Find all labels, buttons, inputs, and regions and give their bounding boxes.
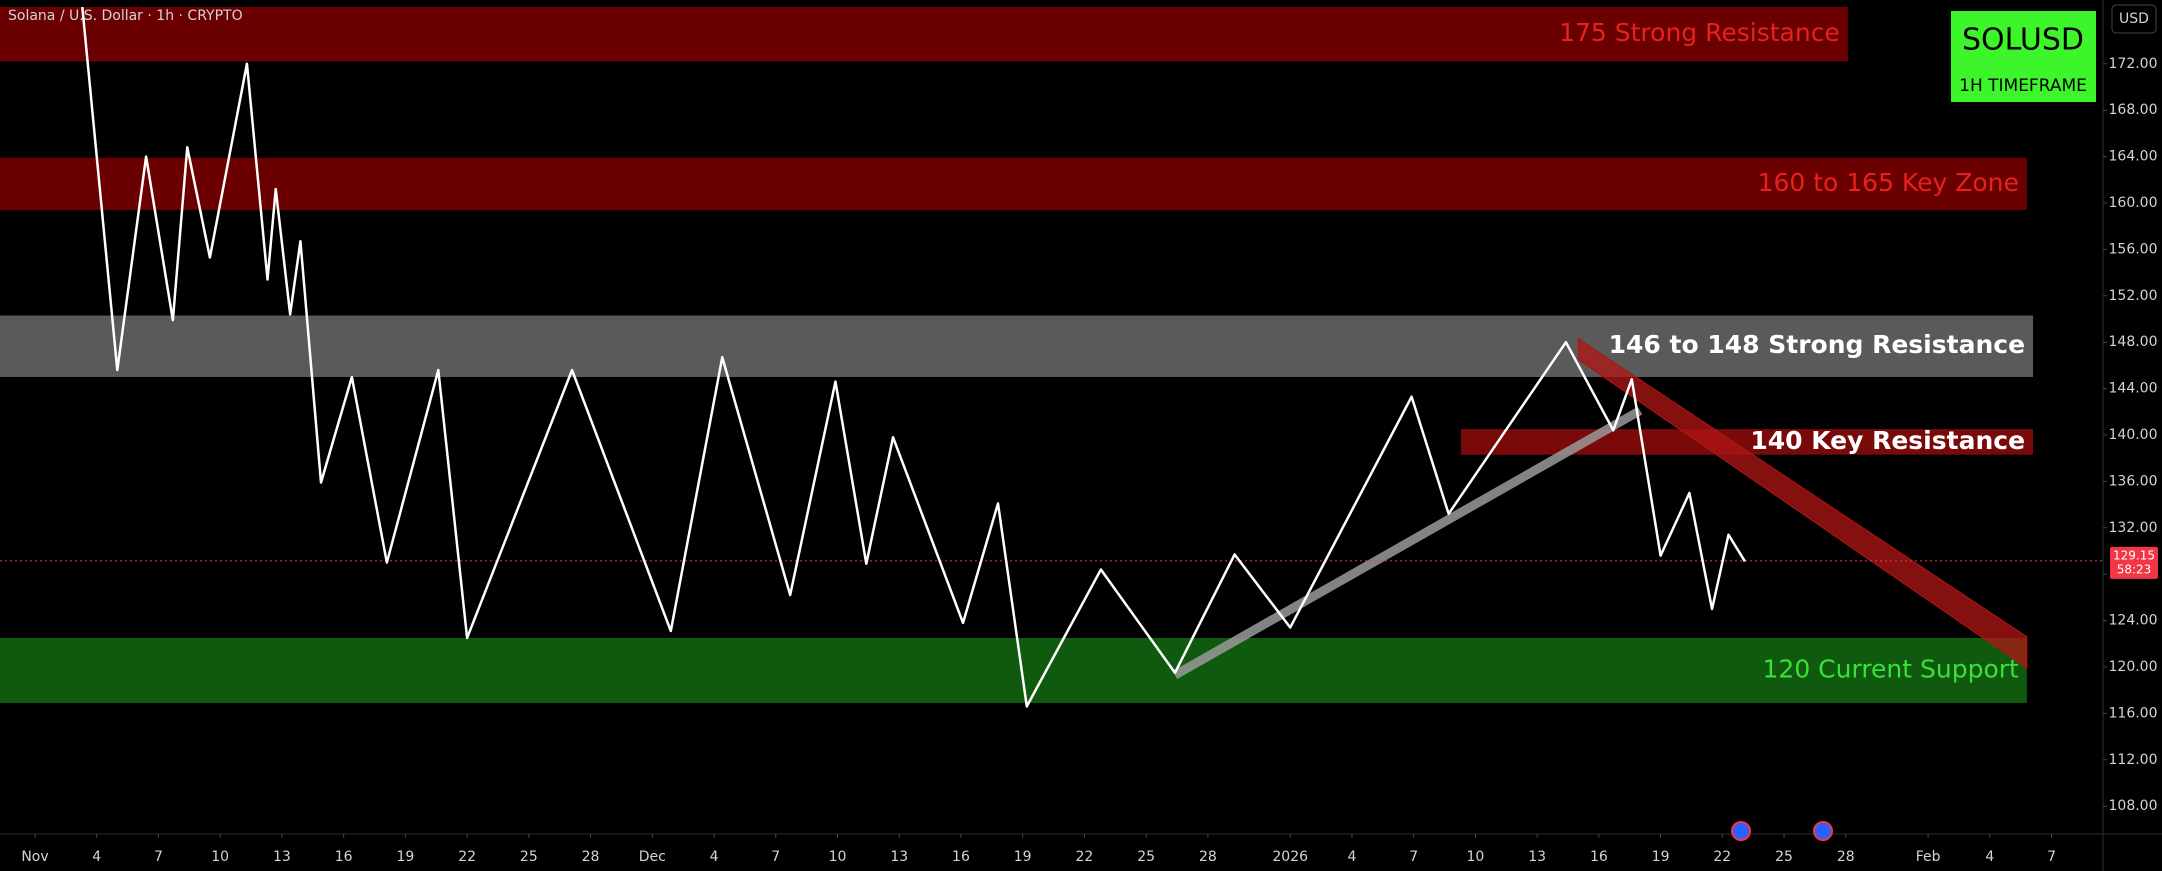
x-tick-label: 22 [1713, 849, 1731, 865]
x-tick-label: 7 [771, 849, 780, 865]
x-tick-label: 25 [1775, 849, 1793, 865]
symbol: SOLUSD [1962, 23, 2084, 58]
currency-button[interactable] [2111, 4, 2157, 34]
zone [0, 315, 2034, 377]
x-tick-label: 10 [1466, 849, 1484, 865]
x-tick-label: 13 [273, 849, 291, 865]
x-tick-label: 7 [154, 849, 163, 865]
x-tick-label: 22 [458, 849, 476, 865]
event-icon[interactable] [1731, 821, 1751, 841]
price-zigzag [81, 6, 1747, 708]
y-tick-label: 140.00 [2109, 427, 2158, 443]
x-tick-label: 22 [1076, 849, 1094, 865]
zone [0, 6, 1848, 62]
y-tick-label: 108.00 [2109, 798, 2158, 814]
y-tick-label: 148.00 [2109, 334, 2158, 350]
x-tick-label: 16 [952, 849, 970, 865]
trendline [1172, 406, 1643, 679]
x-tick-label: 4 [710, 849, 719, 865]
x-tick-label: 4 [1985, 849, 1994, 865]
currency: USD [2119, 11, 2149, 27]
x-tick-label: 19 [1652, 849, 1670, 865]
chart-title: Solana / U.S. Dollar · 1h · CRYPTO [8, 8, 243, 24]
y-tick-label: 116.00 [2109, 705, 2158, 721]
x-tick-label: Dec [639, 849, 666, 865]
x-tick-label: 28 [1199, 849, 1217, 865]
y-tick-label: 136.00 [2109, 473, 2158, 489]
zone-label: 140 Key Resistance [1750, 426, 2025, 455]
x-tick-label: 7 [2047, 849, 2056, 865]
y-tick-label: 144.00 [2109, 381, 2158, 397]
y-tick-label: 172.00 [2109, 56, 2158, 72]
x-tick-label: Nov [21, 849, 48, 865]
trend-channel [1577, 337, 2028, 670]
countdown: 58:23 [2117, 562, 2152, 576]
x-tick-label: 4 [92, 849, 101, 865]
x-tick-label: 19 [1014, 849, 1032, 865]
x-tick-label: 13 [1528, 849, 1546, 865]
x-tick-label: 10 [211, 849, 229, 865]
x-tick-label: 13 [890, 849, 908, 865]
x-tick-label: 16 [335, 849, 353, 865]
zone-label: 146 to 148 Strong Resistance [1609, 330, 2025, 359]
event-icon[interactable] [1813, 821, 1833, 841]
y-tick-label: 132.00 [2109, 520, 2158, 536]
x-tick-label: 25 [520, 849, 538, 865]
zone-label: 160 to 165 Key Zone [1758, 168, 2019, 197]
x-tick-label: 25 [1137, 849, 1155, 865]
y-tick-label: 156.00 [2109, 241, 2158, 257]
zone [0, 157, 2027, 210]
zone [0, 637, 2027, 703]
last-price-label: 129.15 [2113, 548, 2155, 562]
x-tick-label: 10 [829, 849, 847, 865]
timeframe: 1H TIMEFRAME [1959, 76, 2087, 96]
last-price-box [2110, 546, 2158, 579]
y-tick-label: 168.00 [2109, 102, 2158, 118]
y-tick-label: 124.00 [2109, 613, 2158, 629]
x-tick-label: 2026 [1272, 849, 1308, 865]
y-tick-label: 160.00 [2109, 195, 2158, 211]
x-tick-label: Feb [1916, 849, 1941, 865]
y-tick-label: 112.00 [2109, 752, 2158, 768]
zone-label: 120 Current Support [1763, 654, 2020, 683]
plot-area: 175 Strong Resistance 160 to 165 Key Zone… [0, 6, 2103, 708]
symbol-badge [1951, 11, 2096, 102]
x-tick-label: 16 [1590, 849, 1608, 865]
x-tick-label: 19 [396, 849, 414, 865]
x-tick-label: 7 [1409, 849, 1418, 865]
x-tick-label: 28 [582, 849, 600, 865]
x-tick-label: 28 [1837, 849, 1855, 865]
zone-label: 175 Strong Resistance [1559, 18, 1840, 47]
y-tick-label: 152.00 [2109, 288, 2158, 304]
y-tick-label: 164.00 [2109, 149, 2158, 165]
y-tick-label: 120.00 [2109, 659, 2158, 675]
x-tick-label: 4 [1347, 849, 1356, 865]
